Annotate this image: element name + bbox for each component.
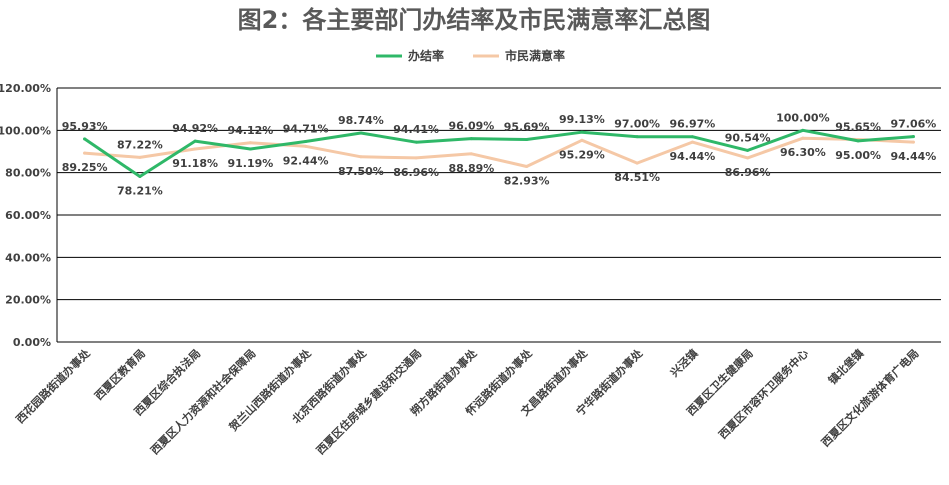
data-label: 95.93%	[62, 120, 108, 133]
data-point	[359, 155, 363, 159]
data-label: 86.96%	[393, 166, 439, 179]
y-tick-label: 20.00%	[5, 294, 51, 307]
data-label: 82.93%	[504, 174, 550, 187]
data-point	[248, 147, 252, 151]
data-point	[304, 144, 308, 148]
data-point	[193, 139, 197, 143]
legend-label: 办结率	[408, 48, 444, 63]
data-point	[801, 136, 805, 140]
data-label: 94.12%	[227, 124, 273, 137]
data-point	[414, 140, 418, 144]
data-point	[801, 128, 805, 132]
data-point	[690, 140, 694, 144]
data-label: 97.00%	[614, 118, 660, 131]
data-label: 94.71%	[283, 123, 329, 136]
data-point	[414, 156, 418, 160]
data-label: 88.89%	[448, 162, 494, 175]
data-point	[248, 141, 252, 145]
data-label: 94.44%	[890, 150, 936, 163]
data-label: 91.18%	[172, 157, 218, 170]
data-labels: 95.93% 89.25% 78.21% 87.22% 94.92% 91.18% 91.1…	[62, 111, 937, 197]
data-label: 96.97%	[669, 118, 715, 131]
data-label: 87.50%	[338, 165, 384, 178]
data-label: 95.29%	[559, 148, 605, 161]
y-tick-label: 80.00%	[5, 167, 51, 180]
data-point	[580, 130, 584, 134]
data-point	[469, 137, 473, 141]
data-point	[635, 161, 639, 165]
data-point	[83, 137, 87, 141]
data-point	[911, 140, 915, 144]
y-tick-label: 40.00%	[5, 251, 51, 264]
data-label: 94.44%	[669, 150, 715, 163]
data-point	[469, 152, 473, 156]
series-line-0	[83, 128, 915, 178]
data-point	[746, 156, 750, 160]
data-point	[635, 135, 639, 139]
y-tick-label: 120.00%	[0, 82, 51, 95]
data-label: 99.13%	[559, 113, 605, 126]
data-label: 95.00%	[835, 149, 881, 162]
data-label: 98.74%	[338, 114, 384, 127]
gridlines	[56, 87, 941, 343]
data-point	[138, 174, 142, 178]
legend: 办结率 市民满意率	[376, 48, 565, 63]
data-point	[304, 140, 308, 144]
data-point	[525, 137, 529, 141]
data-point	[580, 138, 584, 142]
series-lines	[83, 128, 915, 178]
data-label: 96.30%	[780, 146, 826, 159]
data-label: 92.44%	[283, 154, 329, 167]
y-axis-ticks: 0.00% 20.00% 40.00% 60.00% 80.00% 100.00% 120.…	[0, 82, 51, 349]
data-label: 84.51%	[614, 171, 660, 184]
chart-title: 图2：各主要部门办结率及市民满意率汇总图	[238, 6, 711, 34]
data-label: 100.00%	[776, 111, 829, 124]
y-tick-label: 100.00%	[0, 124, 51, 137]
data-label: 95.65%	[835, 121, 881, 134]
data-label: 90.54%	[725, 131, 771, 144]
legend-label: 市民满意率	[505, 48, 565, 63]
data-point	[690, 135, 694, 139]
data-label: 91.19%	[227, 157, 273, 170]
data-point	[138, 155, 142, 159]
data-point	[193, 147, 197, 151]
data-point	[83, 151, 87, 155]
data-point	[746, 148, 750, 152]
data-point	[359, 131, 363, 135]
y-tick-label: 60.00%	[5, 209, 51, 222]
data-label: 86.96%	[725, 166, 771, 179]
data-point	[856, 139, 860, 143]
data-label: 95.69%	[504, 120, 550, 133]
data-label: 94.92%	[172, 122, 218, 135]
data-label: 87.22%	[117, 138, 163, 151]
data-label: 78.21%	[117, 184, 163, 197]
data-label: 97.06%	[890, 118, 936, 131]
y-tick-label: 0.00%	[13, 336, 51, 349]
data-label: 94.41%	[393, 123, 439, 136]
data-point	[525, 164, 529, 168]
data-point	[911, 135, 915, 139]
data-label: 96.09%	[448, 120, 494, 133]
data-label: 89.25%	[62, 161, 108, 174]
